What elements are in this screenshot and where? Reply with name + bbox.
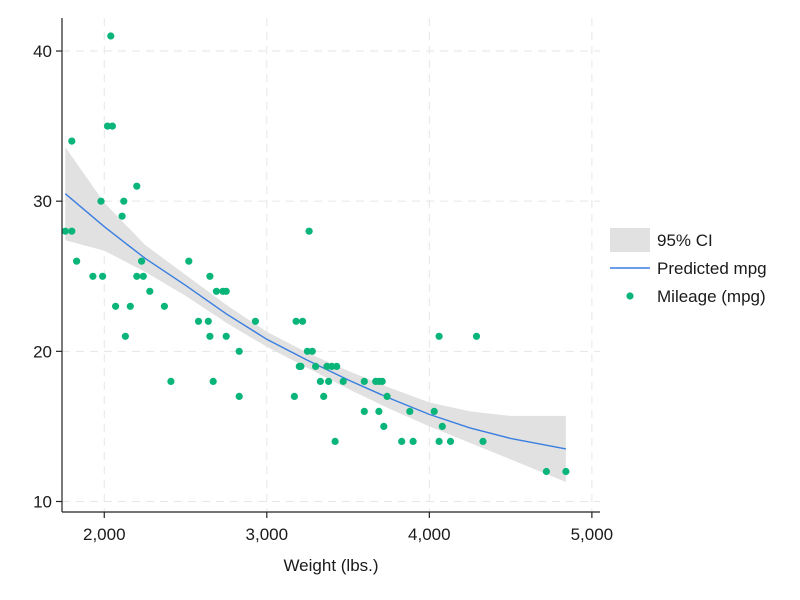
grid-lines xyxy=(62,18,600,512)
data-point-16 xyxy=(133,182,141,190)
data-point-21 xyxy=(167,377,175,385)
x-axis-title: Weight (lbs.) xyxy=(283,556,378,575)
data-point-3 xyxy=(73,257,81,265)
data-point-64 xyxy=(435,437,443,445)
axes xyxy=(56,18,600,518)
data-point-66 xyxy=(438,422,446,430)
y-tick-label-3: 40 xyxy=(33,42,52,61)
data-point-39 xyxy=(299,317,307,325)
legend-label-points: Mileage (mpg) xyxy=(657,287,766,306)
data-point-63 xyxy=(430,407,438,415)
data-point-56 xyxy=(375,407,383,415)
x-tick-label-1: 3,000 xyxy=(246,525,289,544)
data-point-50 xyxy=(333,362,341,370)
confidence-band xyxy=(65,147,566,482)
y-tick-label-0: 10 xyxy=(33,492,52,511)
data-point-13 xyxy=(121,332,129,340)
data-point-68 xyxy=(472,332,481,340)
ci-band xyxy=(65,147,566,482)
data-point-17 xyxy=(138,257,146,265)
data-point-52 xyxy=(360,377,368,385)
data-points xyxy=(61,32,570,476)
data-point-53 xyxy=(360,407,368,415)
data-point-60 xyxy=(398,437,406,445)
data-point-27 xyxy=(209,377,217,385)
legend-ci-swatch xyxy=(610,228,650,252)
data-point-30 xyxy=(222,332,230,340)
data-point-25 xyxy=(206,272,214,280)
y-tick-label-1: 20 xyxy=(33,342,52,361)
data-point-36 xyxy=(292,317,300,325)
data-point-70 xyxy=(542,467,551,476)
data-point-10 xyxy=(112,302,120,310)
data-point-1 xyxy=(68,227,76,235)
data-point-19 xyxy=(146,287,154,295)
data-point-14 xyxy=(126,302,134,310)
data-point-20 xyxy=(160,302,168,310)
predicted-line xyxy=(64,193,567,450)
legend: 95% CI Predicted mpg Mileage (mpg) xyxy=(610,228,767,306)
data-point-32 xyxy=(235,347,243,355)
data-point-65 xyxy=(435,332,443,340)
data-point-45 xyxy=(320,392,328,400)
data-point-49 xyxy=(331,437,339,445)
data-point-15 xyxy=(133,272,141,280)
data-point-69 xyxy=(479,437,487,445)
data-point-12 xyxy=(120,197,128,205)
legend-label-ci: 95% CI xyxy=(657,231,713,250)
data-point-59 xyxy=(383,392,391,400)
data-point-11 xyxy=(118,212,126,220)
data-point-6 xyxy=(99,272,107,280)
data-point-44 xyxy=(316,377,324,385)
data-point-26 xyxy=(206,332,214,340)
data-point-42 xyxy=(308,347,316,355)
data-point-58 xyxy=(380,422,388,430)
fit-line xyxy=(64,193,567,450)
data-point-35 xyxy=(290,392,298,400)
legend-point-swatch xyxy=(626,292,634,300)
data-point-38 xyxy=(297,362,305,370)
data-point-8 xyxy=(107,32,115,40)
data-point-41 xyxy=(305,227,313,235)
x-tick-label-2: 4,000 xyxy=(408,525,451,544)
data-point-34 xyxy=(251,317,259,325)
data-point-2 xyxy=(68,137,76,145)
data-point-5 xyxy=(97,197,105,205)
x-tick-label-3: 5,000 xyxy=(571,525,614,544)
data-point-18 xyxy=(139,272,147,280)
data-point-71 xyxy=(562,467,570,476)
data-point-57 xyxy=(378,377,386,385)
data-point-61 xyxy=(406,407,414,415)
y-tick-label-2: 30 xyxy=(33,192,52,211)
data-point-47 xyxy=(325,377,333,385)
data-point-43 xyxy=(312,362,320,370)
legend-label-fit: Predicted mpg xyxy=(657,259,767,278)
data-point-67 xyxy=(446,437,455,445)
data-point-9 xyxy=(108,122,116,130)
data-point-33 xyxy=(235,392,243,400)
data-point-31 xyxy=(222,287,230,295)
data-point-4 xyxy=(89,272,97,280)
data-point-62 xyxy=(409,437,417,445)
data-point-24 xyxy=(204,317,212,325)
data-point-23 xyxy=(194,317,203,325)
x-tick-label-0: 2,000 xyxy=(83,525,126,544)
data-point-0 xyxy=(61,227,69,235)
data-point-51 xyxy=(339,377,347,385)
data-point-22 xyxy=(185,257,193,265)
tick-labels: 2,000 3,000 4,000 5,000 10 20 30 40 xyxy=(33,42,613,544)
data-point-28 xyxy=(212,287,220,295)
